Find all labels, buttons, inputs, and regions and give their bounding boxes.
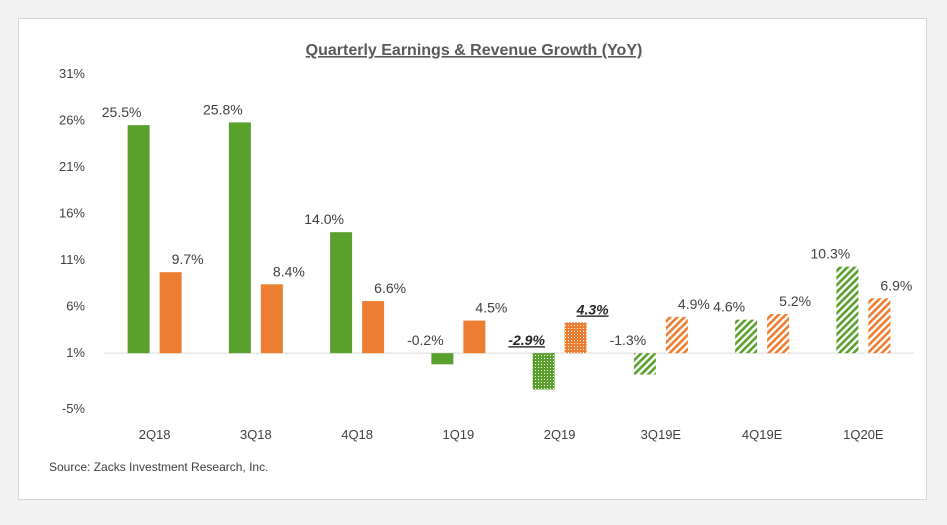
earnings-data-label: 14.0% [304, 211, 344, 227]
y-tick-label: 11% [60, 252, 85, 267]
earnings-bar [735, 319, 758, 354]
earnings-revenue-chart: Quarterly Earnings & Revenue Growth (YoY… [49, 42, 914, 474]
chart-title: Quarterly Earnings & Revenue Growth (YoY… [306, 42, 643, 59]
data-labels-group: 25.5% 9.7% 25.8% 8.4% 14.0% 6.6% -0.2% 4.5%-2.9… [102, 101, 913, 348]
y-tick-label: 26% [59, 113, 85, 128]
revenue-data-label: 9.7% [172, 251, 204, 267]
x-tick-label: 3Q18 [240, 427, 272, 442]
earnings-data-label: -2.9% [508, 332, 545, 348]
earnings-bar [431, 353, 454, 365]
revenue-bar [159, 272, 182, 354]
revenue-bar [260, 284, 283, 354]
x-axis: 2Q18 3Q18 4Q18 1Q19 2Q19 3Q19E 4Q19E 1Q20E [139, 427, 884, 442]
revenue-data-label: 6.9% [880, 277, 912, 293]
earnings-data-label: -0.2% [407, 332, 444, 348]
revenue-data-label: 5.2% [779, 293, 811, 309]
earnings-data-label: 25.5% [102, 104, 142, 120]
y-tick-label: 6% [66, 299, 85, 314]
revenue-bar [767, 314, 790, 354]
earnings-data-label: -1.3% [610, 332, 647, 348]
source-note: Source: Zacks Investment Research, Inc. [49, 460, 268, 474]
revenue-data-label: 4.9% [678, 296, 710, 312]
revenue-bar [463, 320, 486, 354]
chart-card: Quarterly Earnings & Revenue Growth (YoY… [18, 18, 927, 500]
y-axis: 31% 26% 21% 16% 11% 6% 1% -5% [59, 66, 85, 416]
revenue-data-label: 8.4% [273, 263, 305, 279]
revenue-data-label: 4.3% [576, 301, 609, 317]
earnings-data-label: 25.8% [203, 101, 243, 117]
earnings-data-label: 4.6% [713, 299, 745, 315]
earnings-bar [127, 125, 150, 354]
y-tick-label: 31% [59, 66, 85, 81]
x-tick-label: 3Q19E [641, 427, 682, 442]
revenue-data-label: 6.6% [374, 280, 406, 296]
y-tick-label: 1% [66, 345, 85, 360]
x-tick-label: 2Q19 [544, 427, 576, 442]
revenue-bar [868, 298, 891, 354]
earnings-bar [532, 353, 555, 390]
x-tick-label: 1Q19 [442, 427, 474, 442]
y-tick-label: 21% [59, 159, 85, 174]
revenue-bar [362, 301, 385, 354]
y-tick-label: 16% [59, 206, 85, 221]
revenue-data-label: 4.5% [475, 300, 507, 316]
earnings-bar [330, 232, 353, 354]
earnings-bar [836, 266, 859, 354]
x-tick-label: 4Q19E [742, 427, 783, 442]
earnings-bar [228, 122, 251, 354]
earnings-data-label: 10.3% [811, 246, 851, 262]
x-tick-label: 2Q18 [139, 427, 171, 442]
x-tick-label: 1Q20E [843, 427, 884, 442]
earnings-bar [633, 353, 656, 375]
revenue-bar [564, 322, 587, 354]
y-tick-label: -5% [62, 401, 86, 416]
revenue-bar [665, 316, 688, 354]
x-tick-label: 4Q18 [341, 427, 373, 442]
bars-group [127, 122, 891, 390]
